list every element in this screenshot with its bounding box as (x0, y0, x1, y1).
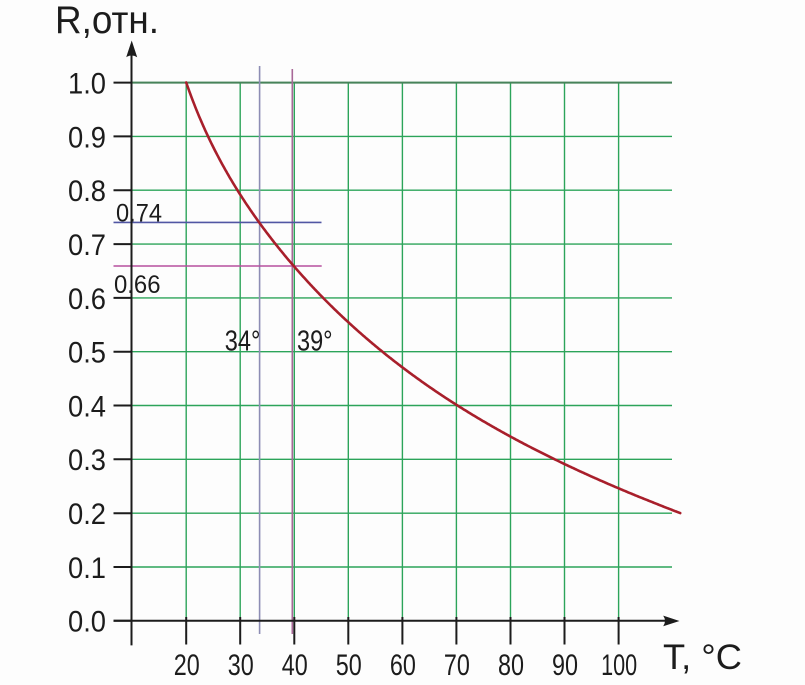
svg-text:0.74: 0.74 (116, 200, 162, 228)
svg-text:90: 90 (552, 649, 578, 680)
svg-text:0.6: 0.6 (68, 283, 106, 316)
svg-text:80: 80 (498, 649, 524, 680)
svg-text:0.7: 0.7 (68, 229, 106, 262)
svg-text:40: 40 (282, 649, 308, 680)
svg-text:T, °C: T, °C (663, 638, 742, 677)
svg-text:0.66: 0.66 (114, 271, 161, 299)
svg-text:0.8: 0.8 (68, 175, 106, 208)
svg-text:60: 60 (390, 649, 416, 680)
svg-text:0.1: 0.1 (68, 552, 106, 585)
svg-text:0.9: 0.9 (68, 121, 106, 154)
svg-text:0.4: 0.4 (68, 390, 106, 423)
svg-text:50: 50 (336, 649, 362, 680)
svg-text:39°: 39° (297, 325, 333, 357)
svg-text:1.0: 1.0 (68, 68, 106, 101)
svg-text:0.2: 0.2 (68, 498, 106, 531)
svg-text:30: 30 (228, 649, 254, 680)
svg-text:0.3: 0.3 (68, 444, 106, 477)
svg-text:34°: 34° (225, 325, 261, 357)
svg-text:70: 70 (444, 649, 470, 680)
svg-text:0.5: 0.5 (68, 337, 106, 370)
svg-text:0.0: 0.0 (68, 606, 106, 639)
svg-text:20: 20 (174, 649, 200, 680)
svg-text:100: 100 (601, 649, 637, 680)
svg-text:R,отн.: R,отн. (55, 0, 159, 42)
